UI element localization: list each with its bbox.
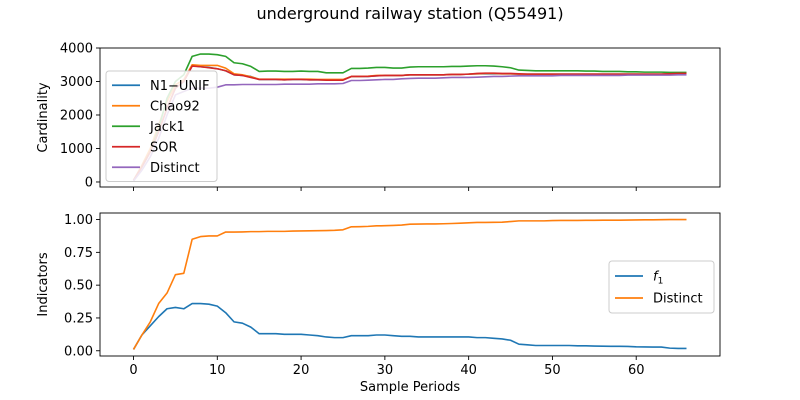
y-tick-label: 0.75 (64, 246, 93, 261)
x-tick-label: 60 (628, 363, 645, 378)
y-tick-label: 1.00 (64, 213, 93, 228)
legend-label: N1−UNIF (150, 79, 209, 94)
legend-label: Distinct (150, 161, 200, 176)
x-tick-label: 0 (129, 363, 137, 378)
y-tick-label: 2000 (60, 108, 93, 123)
y-axis-label: Cardinality (36, 82, 51, 153)
y-tick-label: 3000 (60, 75, 93, 90)
x-tick-label: 20 (293, 363, 310, 378)
legend-label: SOR (150, 140, 178, 155)
legend-label: Jack1 (149, 120, 185, 135)
y-tick-label: 0.00 (64, 344, 93, 359)
y-tick-label: 0 (85, 175, 93, 190)
x-tick-label: 50 (544, 363, 561, 378)
y-tick-label: 1000 (60, 142, 93, 157)
x-axis-label: Sample Periods (360, 380, 460, 395)
legend-label: Chao92 (150, 99, 200, 114)
y-tick-label: 0.50 (64, 279, 93, 294)
legend: N1−UNIF Chao92 Jack1 SOR Distinct (106, 71, 217, 182)
x-tick-label: 40 (460, 363, 477, 378)
x-tick-label: 10 (209, 363, 226, 378)
y-tick-label: 4000 (60, 42, 93, 57)
y-axis-label: Indicators (36, 252, 51, 316)
legend-label: Distinct (653, 292, 703, 307)
y-tick-label: 0.25 (64, 311, 93, 326)
x-tick-label: 30 (377, 363, 394, 378)
chart-title: underground railway station (Q55491) (256, 4, 563, 23)
